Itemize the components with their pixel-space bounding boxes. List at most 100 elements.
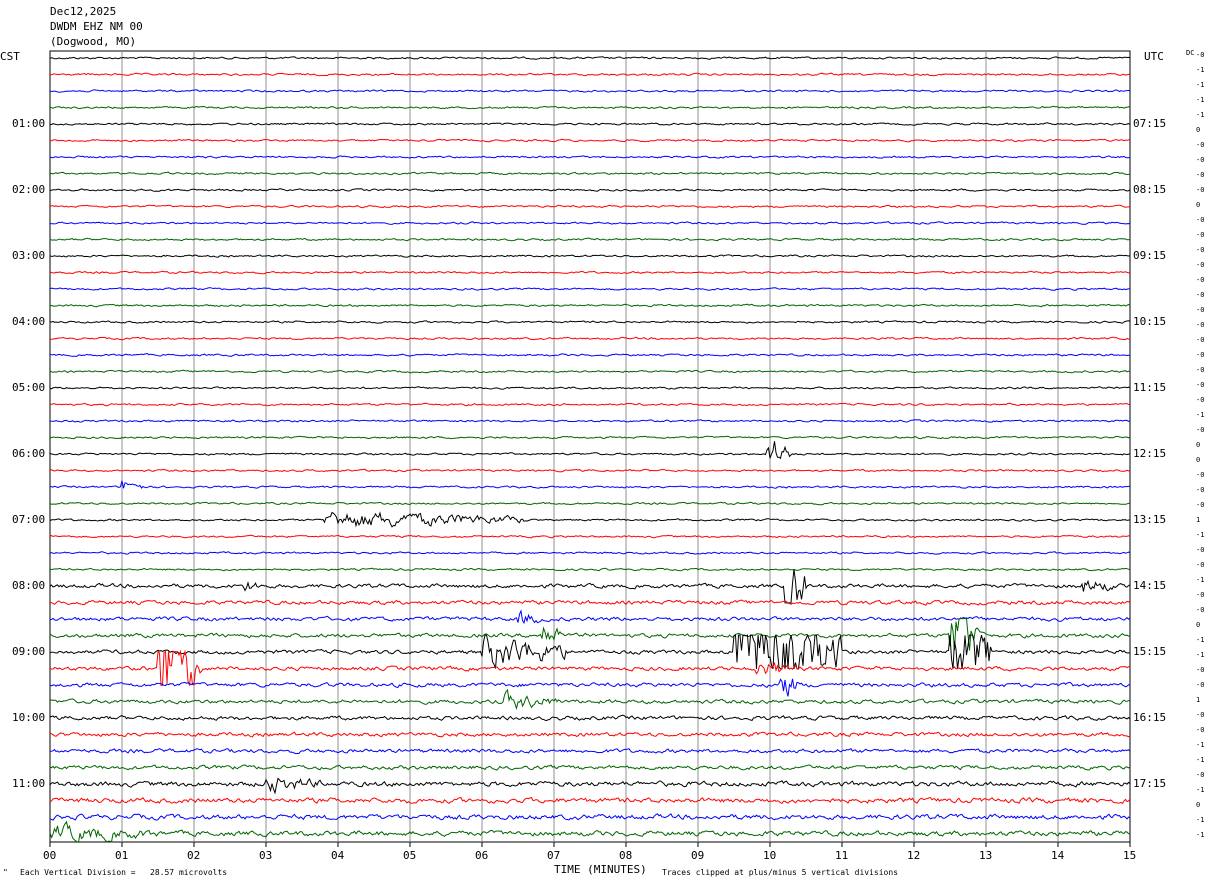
dc-offset-label: -0: [1196, 291, 1205, 299]
seismic-trace: [49, 633, 1131, 670]
dc-offset-label: -0: [1196, 336, 1205, 344]
dc-offset-label: -0: [1196, 231, 1205, 239]
seismic-trace: [49, 764, 1131, 771]
dc-offset-label: -0: [1196, 771, 1205, 779]
dc-offset-label: -0: [1196, 366, 1205, 374]
seismic-trace: [49, 89, 1131, 93]
dc-offset-label: -0: [1196, 666, 1205, 674]
utc-hour-label: 12:15: [1133, 447, 1167, 460]
dc-offset-label: -1: [1196, 81, 1205, 89]
seismic-trace: [49, 678, 1131, 697]
seismic-trace: [49, 138, 1131, 143]
seismic-trace: [49, 287, 1131, 291]
seismic-trace: [49, 688, 1131, 711]
seismic-trace: [49, 204, 1131, 209]
x-tick-label: 09: [691, 849, 705, 862]
utc-hour-label: 15:15: [1133, 645, 1167, 658]
seismic-trace: [49, 270, 1131, 275]
seismic-trace: [49, 777, 1131, 795]
x-tick-label: 08: [619, 849, 633, 862]
seismic-trace: [49, 402, 1131, 407]
dc-offset-label: -1: [1196, 66, 1205, 74]
dc-offset-label: 1: [1196, 696, 1201, 704]
utc-hour-label: 13:15: [1133, 513, 1167, 526]
cst-hour-label: 01:00: [12, 117, 46, 130]
utc-hour-label: 10:15: [1133, 315, 1167, 328]
utc-hour-label: 16:15: [1133, 711, 1167, 724]
dc-offset-label: -0: [1196, 171, 1205, 179]
seismic-trace: [49, 386, 1131, 390]
dc-offset-label: 0: [1196, 126, 1201, 134]
dc-offset-label: -1: [1196, 531, 1205, 539]
cst-hour-label: 04:00: [12, 315, 46, 328]
seismic-trace: [49, 72, 1131, 77]
cst-hour-label: 06:00: [12, 447, 46, 460]
utc-timezone-label: UTC: [1144, 50, 1164, 63]
seismic-trace: [49, 303, 1131, 308]
x-tick-label: 14: [1051, 849, 1065, 862]
dc-offset-label: 0: [1196, 456, 1201, 464]
seismic-trace: [49, 441, 1131, 460]
dc-offset-label: -0: [1196, 276, 1205, 284]
plot-frame: [49, 50, 1131, 843]
x-tick-label: 12: [907, 849, 921, 862]
dc-offset-label: -0: [1196, 186, 1205, 194]
dc-offset-label: -0: [1196, 246, 1205, 254]
seismic-trace: [49, 569, 1131, 604]
dc-offset-label: 0: [1196, 441, 1201, 449]
seismic-trace: [49, 748, 1131, 755]
dc-offset-label: 0: [1196, 801, 1201, 809]
seismic-trace: [49, 609, 1131, 625]
dc-offset-label: -1: [1196, 816, 1205, 824]
seismic-trace: [49, 221, 1131, 225]
seismic-trace: [49, 731, 1131, 738]
dc-header-label: DC: [1186, 49, 1195, 57]
dc-offset-label: -1: [1196, 96, 1205, 104]
seismic-trace: [49, 171, 1131, 176]
seismic-trace: [49, 320, 1131, 324]
x-tick-label: 11: [835, 849, 849, 862]
corner-mark: ": [3, 868, 8, 877]
cst-timezone-label: CST: [0, 50, 20, 63]
dc-offset-label: -1: [1196, 786, 1205, 794]
cst-hour-label: 08:00: [12, 579, 46, 592]
dc-offset-label: -1: [1196, 741, 1205, 749]
cst-hour-label: 05:00: [12, 381, 46, 394]
dc-offset-label: -0: [1196, 396, 1205, 404]
cst-hour-label: 03:00: [12, 249, 46, 262]
dc-offset-label: -0: [1196, 216, 1205, 224]
dc-offset-label: -0: [1196, 306, 1205, 314]
x-tick-label: 04: [331, 849, 345, 862]
dc-offset-label: -0: [1196, 156, 1205, 164]
x-tick-label: 03: [259, 849, 273, 862]
x-tick-label: 00: [43, 849, 57, 862]
dc-offset-label: -1: [1196, 411, 1205, 419]
utc-hour-label: 07:15: [1133, 117, 1167, 130]
seismic-trace: [49, 435, 1131, 440]
seismic-trace: [49, 237, 1131, 242]
dc-offset-label: -1: [1196, 111, 1205, 119]
dc-offset-label: -1: [1196, 756, 1205, 764]
seismic-trace: [49, 567, 1131, 572]
dc-offset-label: -1: [1196, 576, 1205, 584]
dc-offset-label: -0: [1196, 561, 1205, 569]
seismic-trace: [49, 188, 1131, 192]
dc-offset-label: -0: [1196, 351, 1205, 359]
cst-hour-label: 09:00: [12, 645, 46, 658]
seismic-trace: [49, 105, 1131, 110]
seismic-trace: [49, 369, 1131, 374]
seismic-trace: [49, 480, 1131, 489]
cst-hour-label: 02:00: [12, 183, 46, 196]
clip-note: Traces clipped at plus/minus 5 vertical …: [662, 868, 899, 877]
dc-offset-label: -1: [1196, 651, 1205, 659]
seismic-trace: [49, 813, 1131, 821]
cst-hour-label: 07:00: [12, 513, 46, 526]
utc-hour-label: 09:15: [1133, 249, 1167, 262]
seismic-trace: [49, 649, 1131, 686]
dc-offset-label: 0: [1196, 201, 1201, 209]
seismic-trace: [49, 501, 1131, 506]
utc-hour-label: 17:15: [1133, 777, 1167, 790]
dc-offset-label: -0: [1196, 381, 1205, 389]
dc-offset-label: -1: [1196, 831, 1205, 839]
dc-offset-label: -0: [1196, 501, 1205, 509]
